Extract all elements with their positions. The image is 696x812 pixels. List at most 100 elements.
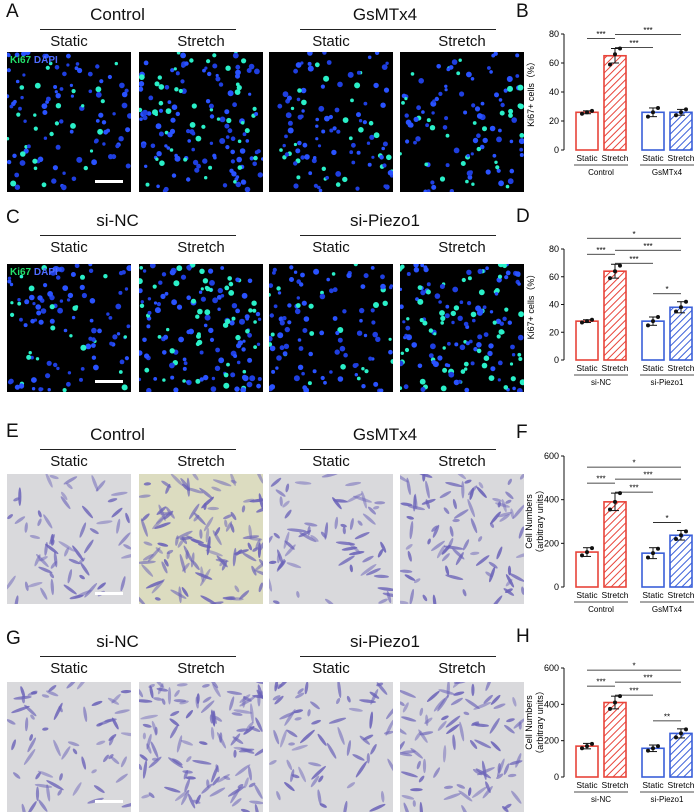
significance-label: *** <box>643 674 652 683</box>
data-point <box>646 114 650 119</box>
data-point <box>590 546 594 551</box>
data-point <box>651 551 655 556</box>
data-point <box>590 108 594 113</box>
bar <box>641 320 665 361</box>
condition-label: Static <box>312 33 350 50</box>
bar <box>641 111 665 151</box>
group-label: GsMTx4 <box>652 168 683 177</box>
bar <box>669 111 693 151</box>
stain-legend: Ki67 DAPI <box>10 56 58 66</box>
fluorescence-micrograph <box>139 264 263 392</box>
bar <box>603 701 627 778</box>
y-tick-label: 200 <box>544 538 559 548</box>
condition-label: Static <box>50 239 88 256</box>
significance-label: *** <box>629 39 638 48</box>
data-point <box>656 314 660 319</box>
y-tick-label: 200 <box>544 736 559 746</box>
x-tick-label: Static <box>642 780 664 790</box>
bar <box>575 551 599 588</box>
condition-label: Stretch <box>177 660 225 677</box>
panel-label-c: C <box>6 207 20 228</box>
y-tick-label: 0 <box>554 145 559 155</box>
group-label: Control <box>588 605 614 614</box>
group-underline <box>40 656 236 657</box>
chart-f: Cell Numbers （arbitrary units） 0 200 400 600 S… <box>524 451 695 614</box>
data-point <box>679 731 683 736</box>
y-tick-label: 80 <box>549 244 559 254</box>
x-tick-label: Stretch <box>668 153 695 163</box>
condition-label: Static <box>50 453 88 470</box>
scale-bar <box>95 592 123 595</box>
condition-label: Stretch <box>438 660 486 677</box>
data-point <box>580 553 584 558</box>
data-point <box>651 110 655 115</box>
data-point <box>684 107 688 112</box>
data-point <box>590 741 594 746</box>
bar <box>575 745 599 778</box>
legend-ki67: Ki67 <box>10 55 32 66</box>
y-axis-label: Ki67+ cells（%） <box>526 270 536 340</box>
x-tick-label: Static <box>642 363 664 373</box>
group-underline <box>40 29 236 30</box>
fluorescence-micrograph <box>139 52 263 192</box>
data-point <box>646 555 650 560</box>
panel-label-a: A <box>6 1 19 22</box>
crystal-violet-micrograph <box>7 682 131 812</box>
panel-label-e: E <box>6 421 19 442</box>
group-label: GsMTx4 <box>652 605 683 614</box>
fluorescence-micrograph <box>269 264 393 392</box>
data-point <box>674 309 678 314</box>
group-header: si-Piezo1 <box>350 211 420 230</box>
significance-label: *** <box>596 246 605 255</box>
data-point <box>618 694 622 699</box>
condition-label: Stretch <box>438 239 486 256</box>
data-point <box>618 46 622 51</box>
y-tick-label: 400 <box>544 495 559 505</box>
data-point <box>679 533 683 538</box>
data-point <box>646 748 650 753</box>
y-tick-label: 80 <box>549 29 559 39</box>
crystal-violet-micrograph <box>7 474 131 604</box>
data-point <box>684 299 688 304</box>
bar <box>641 747 665 778</box>
significance-label: *** <box>643 471 652 480</box>
group-header: Control <box>90 425 145 444</box>
panel-label-b: B <box>516 1 529 22</box>
significance-label: *** <box>629 255 638 264</box>
significance-label: *** <box>596 30 605 39</box>
significance-label: *** <box>596 678 605 687</box>
y-tick-label: 40 <box>549 300 559 310</box>
panel-label-g: G <box>6 628 21 649</box>
y-tick-label: 40 <box>549 87 559 97</box>
data-point <box>618 263 622 268</box>
y-tick-label: 600 <box>544 451 559 461</box>
data-point <box>580 746 584 751</box>
significance-label: *** <box>629 687 638 696</box>
stain-legend: Ki67 DAPI <box>10 268 58 278</box>
significance-label: *** <box>629 484 638 493</box>
scale-bar <box>95 800 123 803</box>
data-point <box>674 536 678 541</box>
group-label: Control <box>588 168 614 177</box>
bar <box>575 111 599 151</box>
x-tick-label: Static <box>576 363 598 373</box>
group-underline <box>300 656 496 657</box>
legend-dapi: DAPI <box>31 267 58 278</box>
x-tick-label: Static <box>576 780 598 790</box>
data-point <box>651 746 655 751</box>
significance-label: *** <box>596 475 605 484</box>
condition-label: Stretch <box>438 33 486 50</box>
chart-d: Ki67+ cells（%） 0 20 40 60 80 Static Stretch Stat… <box>526 230 695 387</box>
data-point <box>674 113 678 118</box>
condition-label: Static <box>312 453 350 470</box>
condition-label: Static <box>312 660 350 677</box>
scale-bar <box>95 180 123 183</box>
significance-label: *** <box>643 26 652 35</box>
significance-label: * <box>632 230 635 239</box>
y-axis-label: Cell Numbers <box>524 695 534 750</box>
y-tick-label: 20 <box>549 327 559 337</box>
x-tick-label: Static <box>576 153 598 163</box>
group-header: si-NC <box>96 211 139 230</box>
data-point <box>613 499 617 504</box>
y-tick-label: 0 <box>554 582 559 592</box>
